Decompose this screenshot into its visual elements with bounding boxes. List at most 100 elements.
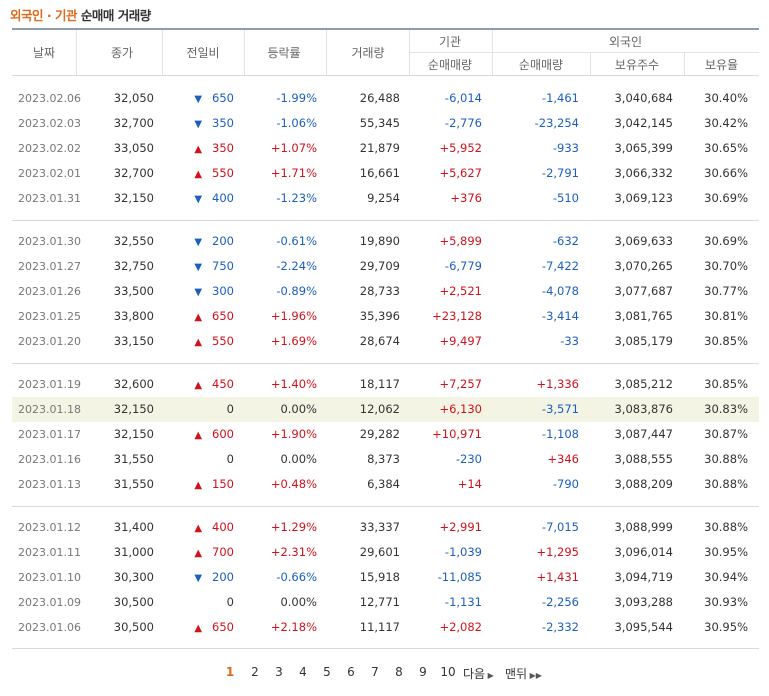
triangle-down-icon: ▼	[194, 262, 203, 273]
cell-ratio: 30.40%	[704, 91, 748, 105]
cell-holdings: 3,085,212	[614, 377, 673, 391]
cell-date: 2023.01.26	[18, 285, 81, 298]
pagination-last[interactable]: 맨뒤 ▶▶	[505, 665, 542, 682]
table-row: 2023.01.26 33,500 -0.89% 28,733 +2,521 -4,078…	[12, 279, 759, 304]
triangle-up-icon: ▲	[194, 523, 203, 534]
cell-rate: -1.23%	[276, 191, 317, 205]
cell-rate: +1.29%	[270, 520, 317, 534]
cell-date: 2023.01.16	[18, 453, 81, 466]
cell-institution-net: +10,971	[432, 427, 482, 441]
pagination-next-label: 다음	[463, 667, 486, 681]
table-row: 2023.02.06 32,050 -1.99% 26,488 -6,014 -1,461…	[12, 86, 759, 111]
header-divider	[162, 30, 163, 75]
pagination-page[interactable]: 2	[251, 665, 259, 679]
cell-close: 33,050	[113, 141, 154, 155]
cell-holdings: 3,095,544	[614, 620, 673, 634]
header-subdivider	[409, 52, 759, 53]
header-date: 날짜	[32, 46, 56, 60]
cell-volume: 12,062	[359, 402, 400, 416]
cell-foreign-net: -1,108	[541, 427, 579, 441]
cell-foreign-net: -2,256	[541, 595, 579, 609]
cell-date: 2023.01.10	[18, 571, 81, 584]
cell-volume: 29,709	[359, 259, 400, 273]
cell-rate: 0.00%	[280, 595, 317, 609]
cell-rate: +1.69%	[270, 334, 317, 348]
table-row: 2023.02.03 32,700 -1.06% 55,345 -2,776 -23,25…	[12, 111, 759, 136]
cell-diff: ▼ 200	[162, 229, 234, 254]
cell-foreign-net: -33	[560, 334, 579, 348]
cell-institution-net: +7,257	[439, 377, 482, 391]
cell-date: 2023.01.25	[18, 310, 81, 323]
cell-ratio: 30.95%	[704, 620, 748, 634]
triangle-up-icon: ▲	[194, 144, 203, 155]
cell-diff: ▲ 600	[162, 422, 234, 447]
pagination-page[interactable]: 4	[299, 665, 307, 679]
cell-diff-value: 350	[212, 141, 234, 155]
cell-close: 30,500	[113, 620, 154, 634]
pagination-page[interactable]: 6	[347, 665, 355, 679]
cell-ratio: 30.88%	[704, 477, 748, 491]
cell-institution-net: -230	[455, 452, 482, 466]
cell-date: 2023.01.09	[18, 596, 81, 609]
pagination-next[interactable]: 다음 ▶	[463, 665, 494, 682]
pagination-page[interactable]: 5	[323, 665, 331, 679]
table-row: 2023.01.09 30,500 0.00% 12,771 -1,131 -2,256 3…	[12, 590, 759, 615]
cell-date: 2023.01.12	[18, 521, 81, 534]
cell-rate: +0.48%	[270, 477, 317, 491]
cell-date: 2023.01.20	[18, 335, 81, 348]
cell-foreign-net: -790	[552, 477, 579, 491]
cell-close: 32,150	[113, 191, 154, 205]
cell-institution-net: -2,776	[444, 116, 482, 130]
cell-close: 32,600	[113, 377, 154, 391]
double-caret-right-icon: ▶▶	[527, 671, 542, 680]
cell-diff: ▼ 200	[162, 565, 234, 590]
cell-holdings: 3,065,399	[614, 141, 673, 155]
triangle-up-icon: ▲	[194, 380, 203, 391]
pagination-page[interactable]: 7	[371, 665, 379, 679]
cell-diff: ▼ 350	[162, 111, 234, 136]
cell-volume: 35,396	[359, 309, 400, 323]
table-bottom-border	[12, 648, 759, 649]
cell-close: 32,150	[113, 402, 154, 416]
triangle-down-icon: ▼	[194, 237, 203, 248]
cell-holdings: 3,077,687	[614, 284, 673, 298]
cell-foreign-net: -933	[552, 141, 579, 155]
pagination-page[interactable]: 10	[440, 665, 456, 679]
cell-diff-value: 550	[212, 166, 234, 180]
cell-diff: 0	[162, 397, 234, 422]
cell-rate: +1.71%	[270, 166, 317, 180]
table-header: 날짜 종가 전일비 등락률 거래량 기관 순매매량 외국인 순매매량 보유주수 …	[12, 30, 759, 76]
cell-diff-value: 550	[212, 334, 234, 348]
cell-diff-value: 300	[212, 284, 234, 298]
cell-rate: +1.90%	[270, 427, 317, 441]
cell-foreign-net: -632	[552, 234, 579, 248]
cell-diff-value: 400	[212, 191, 234, 205]
cell-diff: ▲ 550	[162, 329, 234, 354]
pagination-page[interactable]: 1	[225, 665, 235, 679]
cell-volume: 21,879	[359, 141, 400, 155]
pagination-page[interactable]: 8	[395, 665, 403, 679]
cell-volume: 15,918	[359, 570, 400, 584]
cell-close: 31,400	[113, 520, 154, 534]
cell-foreign-net: -4,078	[541, 284, 579, 298]
cell-foreign-net: -23,254	[534, 116, 579, 130]
cell-institution-net: +6,130	[439, 402, 482, 416]
header-foreign-group: 외국인	[608, 35, 643, 49]
cell-date: 2023.01.31	[18, 192, 81, 205]
cell-diff: ▼ 400	[162, 186, 234, 211]
cell-foreign-net: -2,791	[541, 166, 579, 180]
group-divider	[12, 363, 759, 364]
table-row: 2023.01.19 32,600 +1.40% 18,117 +7,257 +1,336…	[12, 372, 759, 397]
title-foreign: 외국인	[10, 8, 44, 23]
cell-volume: 26,488	[359, 91, 400, 105]
cell-diff-value: 650	[212, 91, 234, 105]
pagination-page[interactable]: 3	[275, 665, 283, 679]
cell-institution-net: -1,039	[444, 545, 482, 559]
cell-date: 2023.02.03	[18, 117, 81, 130]
pagination-page[interactable]: 9	[419, 665, 427, 679]
triangle-down-icon: ▼	[194, 194, 203, 205]
cell-diff-value: 450	[212, 377, 234, 391]
cell-holdings: 3,081,765	[614, 309, 673, 323]
cell-holdings: 3,083,876	[614, 402, 673, 416]
cell-institution-net: +376	[450, 191, 482, 205]
